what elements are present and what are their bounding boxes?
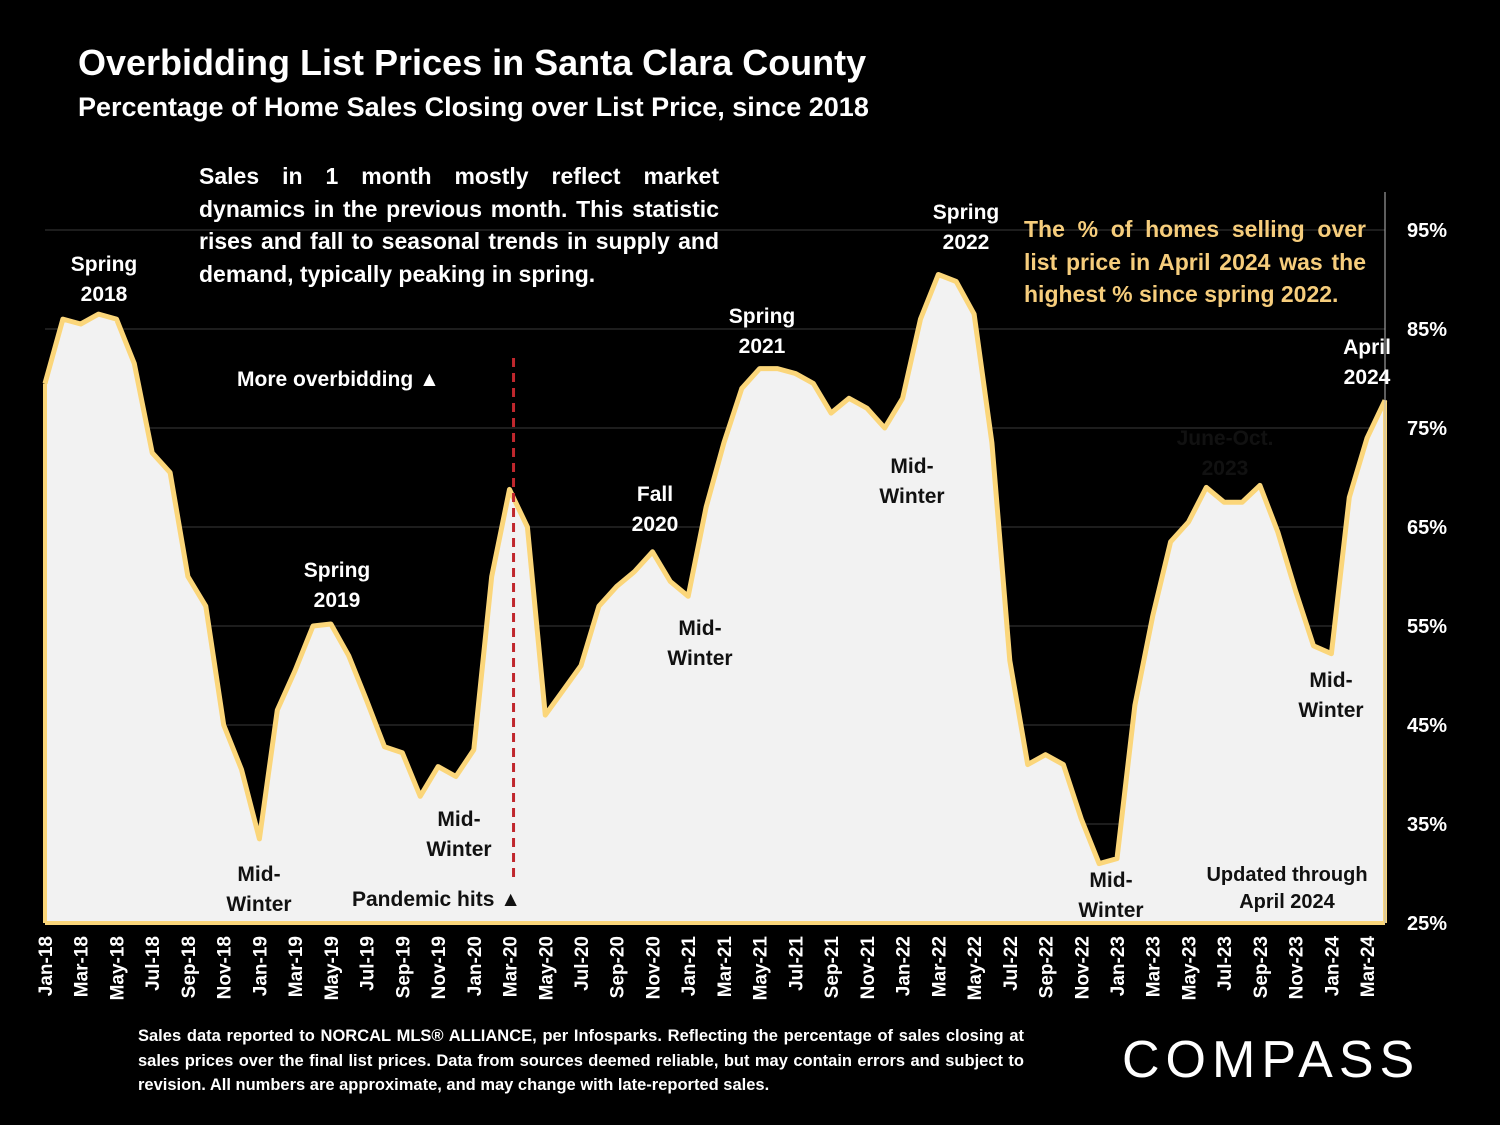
- chart-title: Overbidding List Prices in Santa Clara C…: [78, 42, 867, 83]
- annotation-label: Mid- Winter: [879, 455, 945, 508]
- annotation-label: Spring 2021: [728, 305, 796, 358]
- x-tick-label: Mar-19: [286, 936, 307, 997]
- x-tick-label: Mar-23: [1144, 936, 1165, 997]
- x-tick-label: Jan-22: [894, 936, 915, 996]
- x-tick-label: Nov-20: [643, 936, 664, 999]
- chart-subtitle: Percentage of Home Sales Closing over Li…: [78, 92, 869, 122]
- x-tick-label: Sep-23: [1251, 936, 1272, 998]
- x-tick-label: Jan-21: [679, 936, 700, 997]
- x-tick-label: Sep-20: [608, 936, 629, 998]
- more-overbidding-label: More overbidding ▲: [237, 368, 440, 391]
- x-tick-label: Jan-18: [36, 936, 57, 996]
- annotation-label: Mid- Winter: [667, 617, 733, 670]
- y-tick-label: 65%: [1407, 517, 1447, 539]
- april-2024-highlight-note: The % of homes selling over list price i…: [1024, 216, 1366, 307]
- annotation-label: Mid- Winter: [426, 808, 492, 861]
- x-tick-label: Sep-22: [1037, 936, 1058, 998]
- annotation-label: Fall 2020: [631, 483, 679, 536]
- annotation-label: Spring 2022: [932, 201, 1000, 254]
- y-tick-label: 35%: [1407, 814, 1447, 836]
- x-tick-label: May-23: [1179, 936, 1200, 1000]
- x-tick-label: May-22: [965, 936, 986, 1000]
- annotation-label: Mid- Winter: [226, 863, 292, 916]
- x-tick-label: Mar-22: [929, 936, 950, 997]
- x-tick-label: May-21: [751, 936, 772, 1001]
- y-tick-label: 25%: [1407, 913, 1447, 935]
- series-line: [42, 272, 1388, 867]
- y-tick-label: 45%: [1407, 715, 1447, 737]
- x-tick-label: Mar-21: [715, 936, 736, 998]
- x-tick-label: Nov-23: [1287, 936, 1308, 999]
- x-tick-label: Mar-20: [501, 936, 522, 997]
- annotation-label: Spring 2018: [70, 253, 138, 306]
- x-tick-label: Mar-24: [1358, 936, 1379, 998]
- x-tick-label: Jul-18: [143, 936, 164, 991]
- x-tick-label: Jan-24: [1322, 936, 1343, 997]
- footnote: Sales data reported to NORCAL MLS® ALLIA…: [138, 1027, 1024, 1094]
- x-tick-label: Jul-19: [358, 936, 379, 991]
- annotation-label: June-Oct. 2023: [1176, 427, 1274, 480]
- x-tick-label: May-20: [536, 936, 557, 1000]
- x-tick-label: Sep-19: [393, 936, 414, 998]
- x-tick-label: Nov-19: [429, 936, 450, 999]
- x-tick-label: Jan-20: [465, 936, 486, 996]
- x-tick-label: Nov-18: [215, 936, 236, 999]
- updated-through-note: Updated through April 2024: [1206, 864, 1368, 913]
- x-tick-label: Sep-18: [179, 936, 200, 998]
- area-fill: [45, 274, 1385, 923]
- x-tick-label: May-19: [322, 936, 343, 1000]
- x-tick-label: Jul-20: [572, 936, 593, 991]
- x-tick-label: Sep-21: [822, 936, 843, 999]
- y-tick-label: 55%: [1407, 616, 1447, 638]
- annotation-label: April 2024: [1343, 336, 1391, 389]
- x-tick-label: Jan-19: [250, 936, 271, 996]
- annotation-label: Mid- Winter: [1078, 869, 1144, 922]
- annotation-label: Mid- Winter: [1298, 669, 1364, 722]
- x-tick-label: Nov-21: [858, 936, 879, 1000]
- x-tick-label: Jul-22: [1001, 936, 1022, 991]
- pandemic-hits-label: Pandemic hits ▲: [352, 888, 521, 911]
- y-tick-label: 75%: [1407, 418, 1447, 440]
- y-tick-label: 95%: [1407, 220, 1447, 242]
- x-tick-label: Jul-21: [786, 936, 807, 991]
- x-tick-label: Mar-18: [72, 936, 93, 997]
- compass-logo: COMPASS: [1122, 1031, 1421, 1089]
- x-tick-label: Jul-23: [1215, 936, 1236, 991]
- seasonal-note: Sales in 1 month mostly reflect market d…: [199, 163, 719, 287]
- x-tick-label: May-18: [107, 936, 128, 1000]
- x-tick-label: Jan-23: [1108, 936, 1129, 996]
- annotation-label: Spring 2019: [303, 559, 371, 612]
- x-tick-label: Nov-22: [1072, 936, 1093, 999]
- y-tick-label: 85%: [1407, 319, 1447, 341]
